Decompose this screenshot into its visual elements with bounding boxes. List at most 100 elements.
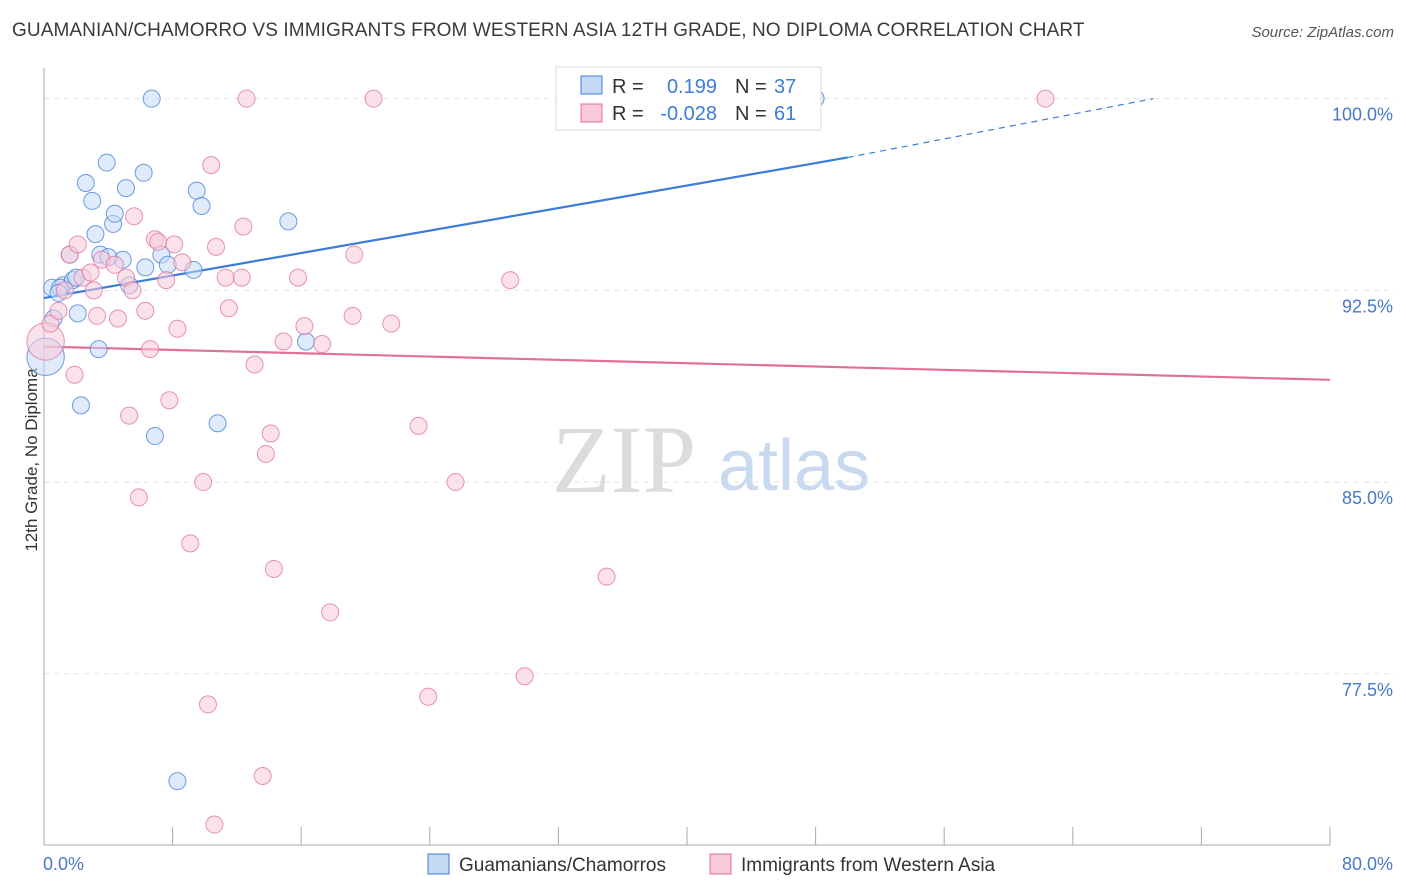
point-guamanian — [105, 204, 124, 223]
point-guamanian — [116, 179, 135, 198]
point-western-asia — [55, 281, 74, 300]
y-tick-label: 92.5% — [1342, 296, 1393, 316]
stats-box: R = 0.199 N = 37 R = -0.028 N = 61 — [555, 66, 822, 131]
point-western-asia — [157, 271, 176, 290]
point-western-asia — [49, 301, 68, 320]
point-western-asia — [105, 255, 124, 274]
point-western-asia — [207, 237, 226, 256]
point-western-asia — [120, 406, 139, 425]
point-western-asia — [245, 355, 264, 374]
point-western-asia — [382, 314, 401, 333]
x-tick-label: 80.0% — [1342, 854, 1393, 874]
watermark-zip: ZIP — [552, 406, 696, 513]
x-tick-label: 0.0% — [43, 854, 84, 874]
point-western-asia — [515, 667, 534, 686]
y-tick-label: 77.5% — [1342, 680, 1393, 700]
stats-swatch-blue — [580, 75, 603, 95]
legend-label-guamanians: Guamanians/Chamorros — [459, 855, 666, 876]
y-tick-label: 85.0% — [1342, 488, 1393, 508]
point-western-asia — [1036, 89, 1055, 108]
point-western-asia — [41, 314, 60, 333]
trend-lines — [43, 98, 1331, 381]
point-western-asia — [129, 488, 148, 507]
point-guamanian — [83, 191, 102, 210]
point-western-asia — [205, 815, 224, 834]
stats-r-label-pink: R = — [612, 103, 644, 125]
point-western-asia — [288, 268, 307, 287]
point-western-asia — [232, 268, 251, 287]
point-western-asia — [313, 335, 332, 354]
point-guamanian — [142, 89, 161, 108]
point-western-asia — [219, 299, 238, 318]
y-axis-title: 12th Grade, No Diploma — [22, 368, 41, 552]
point-western-asia — [321, 603, 340, 622]
point-guamanian — [192, 197, 211, 216]
chart-title: GUAMANIAN/CHAMORRO VS IMMIGRANTS FROM WE… — [12, 20, 1085, 41]
point-western-asia — [141, 340, 160, 359]
point-western-asia — [181, 534, 200, 553]
point-western-asia — [501, 271, 520, 290]
point-western-asia — [446, 473, 465, 492]
legend-swatch-blue — [427, 853, 450, 875]
point-guamanian — [97, 153, 116, 172]
point-western-asia — [234, 217, 253, 236]
point-western-asia — [261, 424, 280, 443]
point-western-asia — [136, 301, 155, 320]
trend-line-guamanian — [43, 156, 848, 300]
point-guamanian — [208, 414, 227, 433]
point-western-asia — [419, 687, 438, 706]
trend-line-western-asia — [43, 345, 1331, 381]
stats-n-label-blue: N = — [735, 76, 767, 98]
source-credit: Source: ZipAtlas.com — [1251, 24, 1394, 41]
point-western-asia — [343, 306, 362, 325]
point-western-asia — [168, 319, 187, 338]
point-guamanian — [136, 258, 155, 277]
point-western-asia — [256, 444, 275, 463]
point-western-asia — [198, 695, 217, 714]
point-western-asia — [345, 245, 364, 264]
stats-n-value-pink: 61 — [774, 103, 796, 125]
point-western-asia — [68, 235, 87, 254]
point-guamanian — [134, 163, 153, 182]
stats-r-label-blue: R = — [612, 76, 644, 98]
point-western-asia — [409, 416, 428, 435]
point-guamanian — [76, 174, 95, 193]
point-western-asia — [65, 365, 84, 384]
point-western-asia — [84, 281, 103, 300]
point-guamanian — [187, 181, 206, 200]
point-guamanian — [168, 772, 187, 791]
y-tick-label: 100.0% — [1332, 105, 1393, 125]
point-western-asia — [295, 317, 314, 336]
legend-label-western-asia: Immigrants from Western Asia — [741, 855, 996, 876]
point-western-asia — [123, 281, 142, 300]
scatter-points — [26, 89, 1055, 834]
point-guamanian — [86, 225, 105, 244]
point-western-asia — [160, 391, 179, 410]
point-guamanian — [279, 212, 298, 231]
legend-swatch-pink — [709, 853, 732, 875]
stats-r-value-blue: 0.199 — [667, 76, 717, 98]
point-western-asia — [88, 306, 107, 325]
watermark-atlas: atlas — [718, 426, 870, 506]
point-guamanian — [297, 332, 316, 351]
point-western-asia — [202, 156, 221, 175]
legend: Guamanians/Chamorros Immigrants from Wes… — [427, 853, 996, 876]
point-western-asia — [81, 263, 100, 282]
point-western-asia — [597, 567, 616, 586]
point-guamanian — [145, 427, 164, 446]
stats-r-value-pink: -0.028 — [660, 103, 717, 125]
trend-line-guamanian-extension — [847, 98, 1154, 159]
point-western-asia — [264, 559, 283, 578]
stats-swatch-pink — [580, 103, 603, 123]
point-western-asia — [364, 89, 383, 108]
gridlines — [44, 98, 1395, 675]
axes — [43, 68, 1331, 846]
watermark: ZIP atlas — [552, 406, 870, 513]
point-western-asia — [194, 473, 213, 492]
point-guamanian — [89, 340, 108, 359]
point-western-asia — [165, 235, 184, 254]
stats-n-value-blue: 37 — [774, 76, 796, 98]
point-western-asia — [149, 232, 168, 251]
point-western-asia — [108, 309, 127, 328]
